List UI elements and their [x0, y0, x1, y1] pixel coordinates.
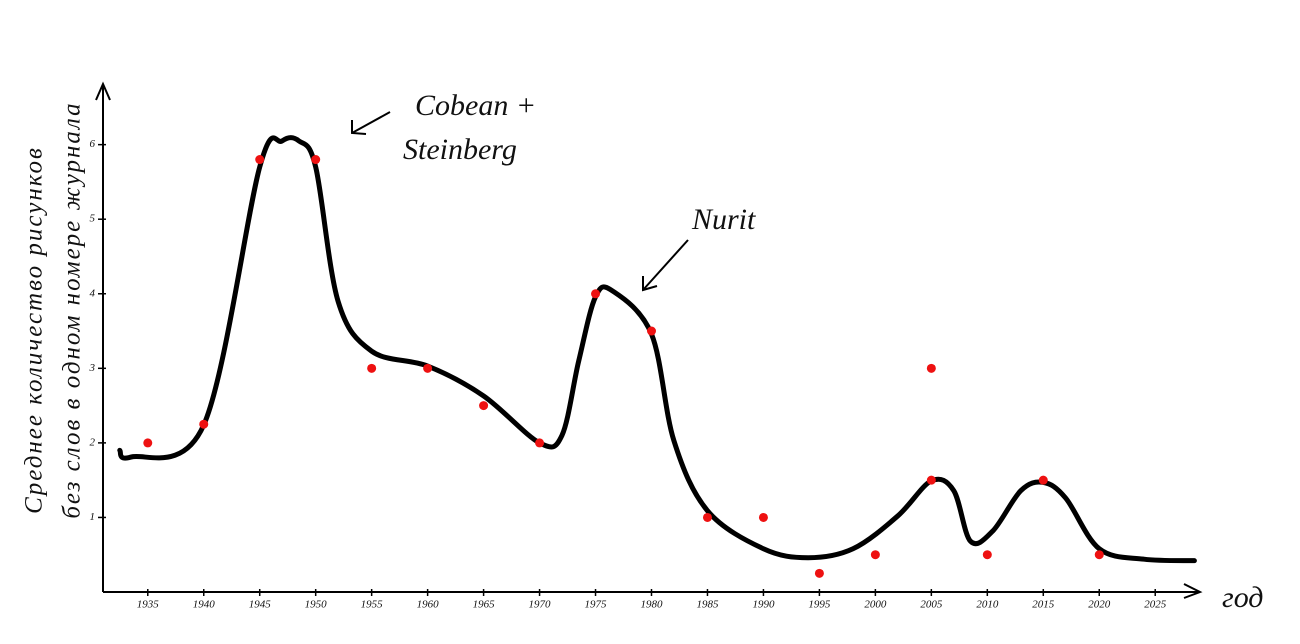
data-point: [926, 363, 936, 373]
y-axis-arrow: [95, 81, 111, 101]
data-point: [255, 155, 265, 165]
annotation-arrow: [351, 111, 391, 134]
x-tick-label: 1985: [696, 599, 719, 611]
y-tick-label: 5: [90, 213, 96, 225]
annotation: Cobean +: [415, 89, 536, 122]
y-axis-label: без слов в одном номере журнала: [59, 101, 86, 518]
annotation-arrow: [642, 239, 689, 291]
x-tick-label: 2025: [1144, 599, 1167, 611]
x-tick-label: 1960: [417, 599, 440, 611]
x-tick-label: 1965: [473, 599, 496, 611]
x-tick-label: 1950: [305, 599, 328, 611]
data-point: [311, 155, 321, 165]
x-tick-label: 2000: [864, 599, 887, 611]
data-point: [367, 363, 377, 373]
data-point: [479, 401, 489, 411]
data-point: [814, 568, 824, 578]
x-tick-label: 1970: [529, 599, 552, 611]
data-point: [535, 438, 545, 448]
data-point: [1038, 475, 1048, 485]
y-axis-label: Среднее количество рисунков: [21, 146, 48, 514]
annotation-arrow-head: [351, 120, 367, 135]
x-tick-label: 1940: [193, 599, 216, 611]
data-point: [702, 512, 712, 522]
annotation-arrow-head: [642, 276, 658, 292]
x-tick-label: 1975: [585, 599, 608, 611]
data-point: [647, 326, 656, 336]
x-axis-arrow: [1183, 583, 1203, 599]
x-tick-label: 2010: [976, 599, 999, 611]
data-point: [926, 475, 936, 485]
y-tick-label: 6: [90, 138, 96, 150]
x-tick-label: 1935: [137, 599, 160, 611]
data-point: [982, 550, 992, 560]
x-tick-label: 1990: [752, 599, 775, 611]
trend-curve: [117, 135, 1197, 564]
data-point: [199, 419, 209, 429]
x-tick-label: 1980: [641, 599, 664, 611]
x-tick-label: 2020: [1088, 599, 1111, 611]
data-point: [758, 512, 768, 522]
axes: [95, 81, 1203, 599]
data-point: [870, 550, 880, 560]
annotation: Steinberg: [403, 133, 517, 166]
data-point: [591, 289, 601, 299]
x-tick-label: 1955: [361, 599, 384, 611]
data-point: [143, 438, 153, 448]
x-tick-label: 1995: [808, 599, 831, 611]
x-tick-label: 2015: [1032, 599, 1055, 611]
y-tick-label: 3: [89, 362, 96, 374]
x-tick-label: 1945: [249, 599, 272, 611]
x-axis-label: год: [1222, 581, 1263, 614]
x-tick-label: 2005: [920, 599, 943, 611]
annotation: Nurit: [691, 203, 756, 236]
y-tick-label: 2: [90, 436, 96, 448]
y-tick-label: 4: [90, 287, 96, 299]
data-point: [423, 363, 433, 373]
y-tick-label: 1: [90, 511, 96, 523]
data-point: [1094, 550, 1104, 560]
